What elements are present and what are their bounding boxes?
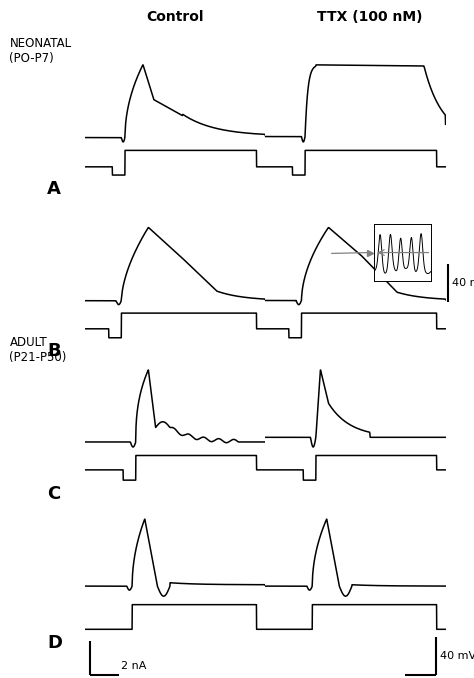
- Text: 40 mV: 40 mV: [440, 651, 474, 661]
- Text: 40 mV: 40 mV: [452, 278, 474, 288]
- Text: NEONATAL
(PO-P7): NEONATAL (PO-P7): [9, 37, 72, 65]
- Text: C: C: [47, 485, 61, 503]
- Text: D: D: [47, 634, 63, 652]
- Text: TTX (100 nM): TTX (100 nM): [317, 10, 422, 24]
- Text: Control: Control: [146, 10, 204, 24]
- Text: A: A: [47, 180, 61, 198]
- Text: B: B: [47, 342, 61, 361]
- Text: 2 nA: 2 nA: [121, 662, 146, 671]
- Text: ADULT
(P21-P50): ADULT (P21-P50): [9, 336, 67, 363]
